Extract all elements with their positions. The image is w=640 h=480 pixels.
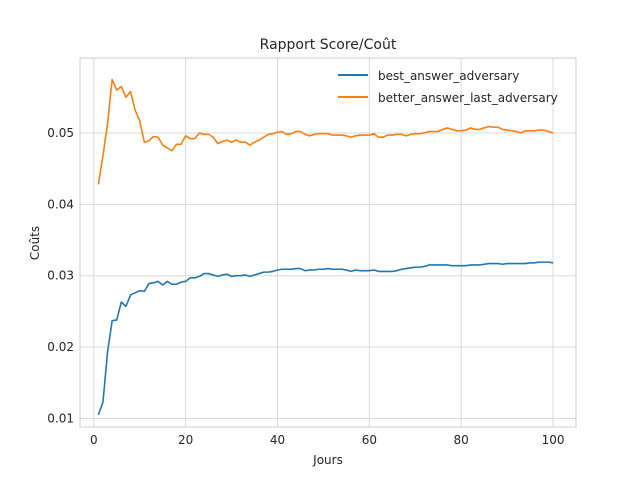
x-tick-label: 20 — [178, 433, 193, 447]
tick-labels: 0 20 40 60 80 100 0.01 0.02 0.03 0.04 0.05 — [47, 126, 564, 447]
x-axis-label: Jours — [312, 453, 343, 467]
x-tick-label: 100 — [542, 433, 565, 447]
legend-label-best-answer: best_answer_adversary — [378, 69, 519, 83]
x-tick-label: 40 — [270, 433, 285, 447]
series-line-better-answer-last-adversary — [97, 78, 554, 185]
legend: best_answer_adversary better_answer_last… — [338, 69, 558, 105]
series-line-best-answer-adversary — [97, 261, 554, 416]
y-axis-label: Coûts — [28, 226, 42, 260]
y-tick-label: 0.01 — [47, 411, 74, 425]
y-tick-label: 0.03 — [47, 269, 74, 283]
grid — [80, 58, 576, 427]
x-tick-label: 0 — [90, 433, 98, 447]
x-tick-label: 60 — [362, 433, 377, 447]
y-tick-label: 0.04 — [47, 197, 74, 211]
series-group — [97, 78, 554, 416]
plot-frame — [79, 57, 577, 428]
x-tick-label: 80 — [454, 433, 469, 447]
y-tick-label: 0.05 — [47, 126, 74, 140]
chart-title: Rapport Score/Coût — [260, 37, 397, 53]
legend-label-better-answer: better_answer_last_adversary — [378, 91, 558, 105]
y-tick-label: 0.02 — [47, 340, 74, 354]
